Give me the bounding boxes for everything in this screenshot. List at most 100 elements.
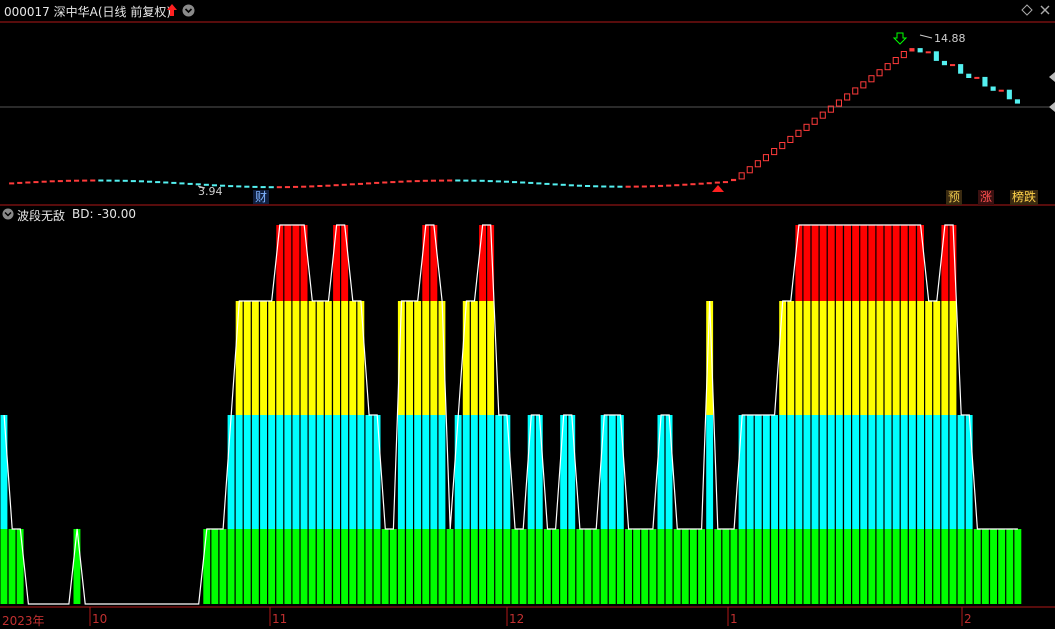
indicator-bar [292, 225, 300, 301]
candle [220, 184, 226, 187]
chevron-down-icon[interactable] [182, 4, 195, 17]
xaxis-label-jan: 1 [730, 612, 738, 626]
indicator-bar [795, 225, 803, 301]
indicator-bar [908, 301, 916, 415]
candle [827, 105, 834, 113]
diamond-icon[interactable] [1021, 4, 1033, 16]
indicator-bar [852, 225, 860, 301]
indicator-bar [949, 415, 957, 529]
indicator-bar [771, 529, 778, 604]
indicator-bar [876, 529, 884, 604]
indicator-bar [235, 301, 243, 415]
indicator-bar [827, 225, 835, 301]
indicator-bar [1014, 529, 1022, 604]
candle [203, 183, 209, 186]
indicator-bar [243, 415, 251, 529]
candle [884, 63, 891, 71]
indicator-bar [568, 415, 576, 529]
candle [835, 99, 843, 107]
indicator-bar [795, 529, 803, 604]
indicator-bar [535, 529, 543, 604]
indicator-bar [324, 529, 332, 604]
rise-tag[interactable]: 涨 [978, 190, 995, 205]
indicator-bar [600, 529, 608, 604]
candle [585, 185, 591, 187]
indicator-bar [657, 529, 665, 604]
indicator-bar [787, 529, 795, 604]
down-arrow-icon [892, 32, 908, 45]
indicator-bar [414, 301, 422, 415]
forecast-tag[interactable]: 预 [946, 190, 963, 205]
indicator-bar [827, 301, 835, 415]
candle [1014, 99, 1020, 104]
candle [163, 181, 169, 184]
candle [179, 182, 185, 185]
indicator-bar [957, 415, 965, 529]
candle [819, 111, 826, 119]
indicator-bar [917, 301, 924, 415]
indicator-bar [487, 225, 495, 301]
candle [974, 76, 980, 79]
indicator-bar [868, 301, 876, 415]
indicator-bar [568, 529, 576, 604]
high-pointer [919, 34, 933, 39]
candle [414, 180, 420, 183]
indicator-title[interactable]: 波段无敌 [17, 209, 66, 223]
candle [722, 181, 728, 184]
price-chart[interactable] [0, 0, 1055, 206]
indicator-chevron-down-icon[interactable] [2, 208, 14, 220]
indicator-bar [292, 529, 300, 604]
candle [892, 57, 899, 65]
indicator-bar [803, 529, 811, 604]
indicator-bar [365, 529, 373, 604]
indicator-bar [268, 301, 276, 415]
candle [876, 69, 883, 77]
indicator-bar [819, 225, 827, 301]
close-icon[interactable] [1038, 3, 1052, 17]
indicator-bar [844, 225, 851, 301]
candle [649, 185, 655, 188]
indicator-bar [430, 225, 438, 301]
candle [447, 179, 453, 182]
indicator-bar [276, 225, 284, 301]
indicator-bar [876, 225, 884, 301]
indicator-bar [965, 529, 973, 604]
stock-code: 000017 [4, 5, 50, 19]
indicator-bar [324, 301, 332, 415]
finance-tag[interactable]: 财 [253, 190, 270, 204]
indicator-bar [754, 529, 762, 604]
indicator-bar [827, 415, 835, 529]
candle [236, 185, 242, 188]
indicator-bar [730, 529, 738, 604]
candle [1006, 89, 1012, 100]
indicator-bar [681, 529, 689, 604]
indicator-bar [470, 301, 478, 415]
indicator-bar [754, 415, 762, 529]
indicator-bar [373, 415, 381, 529]
candle [811, 117, 818, 125]
candle [293, 185, 299, 188]
candle [762, 154, 770, 162]
candle [495, 180, 501, 183]
indicator-bar [819, 301, 827, 415]
stock-title[interactable]: 000017 深中华A(日线 前复权) [4, 3, 171, 20]
indicator-bar [973, 529, 981, 604]
indicator-bar [308, 301, 316, 415]
candle [544, 182, 550, 185]
indicator-bar [835, 415, 843, 529]
candle [844, 93, 851, 101]
indicator-bar [900, 301, 908, 415]
indicator-bar [949, 225, 957, 301]
indicator-bar [251, 415, 259, 529]
indicator-bar [779, 301, 787, 415]
candle [309, 185, 315, 188]
xaxis-label-feb: 2 [964, 612, 972, 626]
indicator-bar [852, 415, 860, 529]
candle [471, 179, 477, 182]
candle [982, 76, 988, 87]
indicator-bar [779, 529, 787, 604]
rank-tag[interactable]: 榜跌 [1010, 190, 1039, 205]
candle [576, 184, 582, 187]
indicator-bar [868, 529, 876, 604]
